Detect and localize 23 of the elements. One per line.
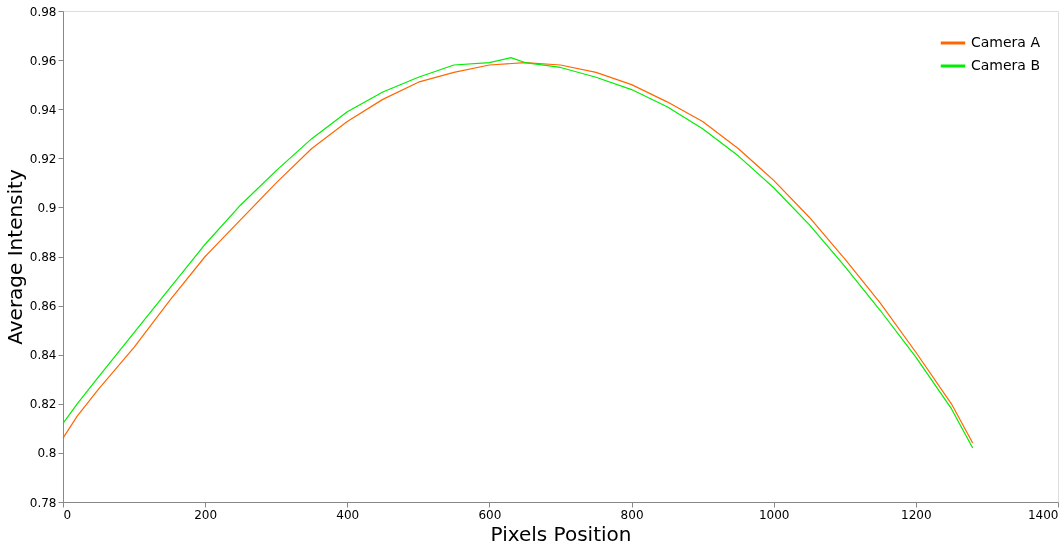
y-tick-label: 0.96 <box>29 53 57 68</box>
x-tick-label: 0 <box>63 507 72 522</box>
x-tick-label: 1200 <box>901 507 932 522</box>
y-tick-label: 0.9 <box>37 200 57 215</box>
y-tick-label: 0.78 <box>29 495 57 510</box>
y-tick-label: 0.88 <box>29 250 57 264</box>
x-tick-label: 400 <box>336 507 360 522</box>
x-axis-title: Pixels Position <box>490 521 632 546</box>
legend-label: Camera B <box>971 57 1040 73</box>
x-tick-label: 200 <box>194 507 218 522</box>
legend-label: Camera A <box>971 34 1041 50</box>
y-tick-label: 0.98 <box>29 4 57 19</box>
y-tick-label: 0.84 <box>29 348 57 363</box>
x-tick-label: 1000 <box>758 507 790 522</box>
x-tick-label: 800 <box>620 507 644 522</box>
y-tick-label: 0.94 <box>29 102 57 117</box>
x-tick-label: 1400 <box>1027 507 1059 522</box>
y-tick-label: 0.8 <box>37 446 57 461</box>
y-tick-label: 0.86 <box>29 299 57 314</box>
y-axis-title: Average Intensity <box>2 169 27 345</box>
y-tick-label: 0.82 <box>29 397 57 412</box>
y-tick-label: 0.92 <box>29 151 57 166</box>
x-tick-label: 600 <box>478 507 502 522</box>
